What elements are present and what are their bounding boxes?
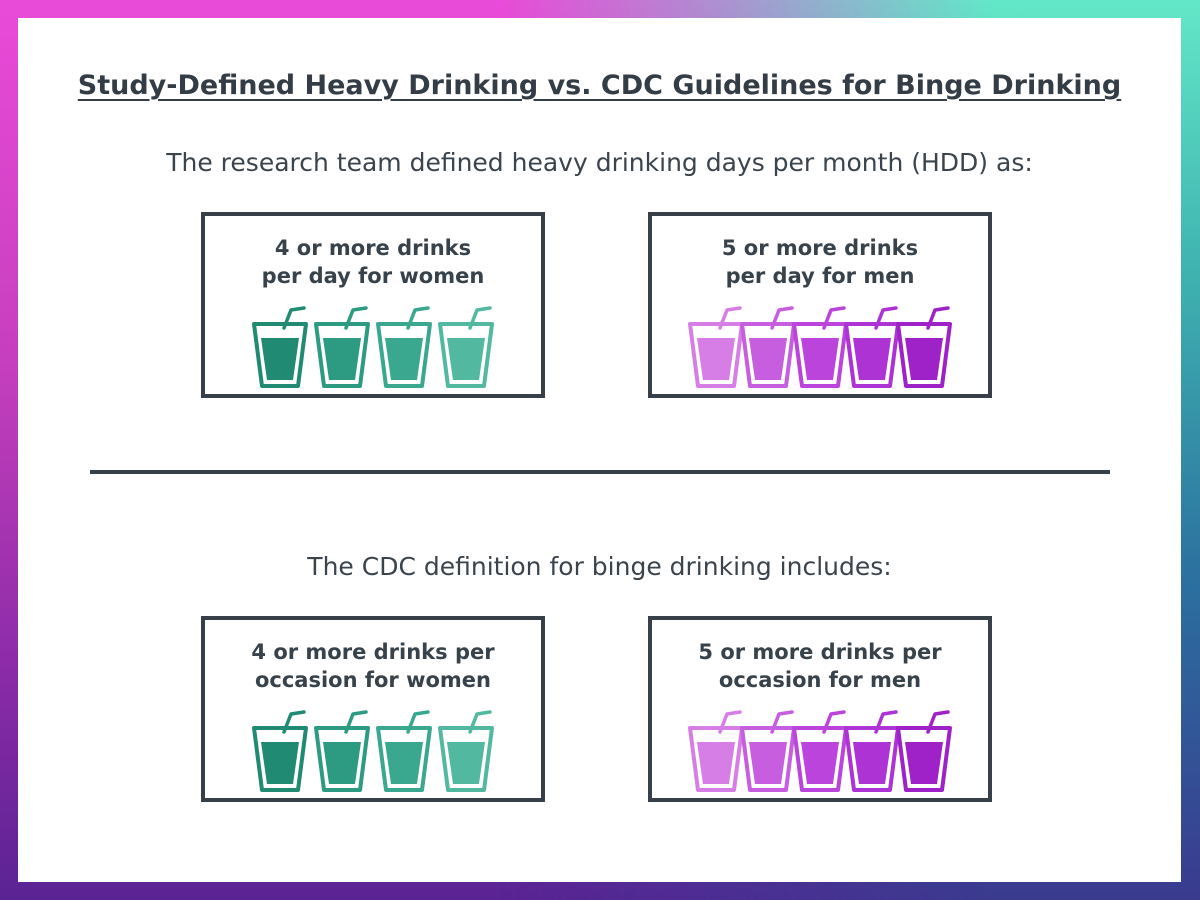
cdc-women-cups xyxy=(248,708,498,798)
hdd-men-label: 5 or more drinks per day for men xyxy=(721,236,919,288)
cup-with-straw-icon xyxy=(792,306,848,388)
cup-with-straw-icon xyxy=(792,710,848,792)
cup-with-straw-icon xyxy=(376,710,432,792)
cup-with-straw-icon xyxy=(896,306,952,388)
cup-with-straw-icon xyxy=(438,710,494,792)
cup-with-straw-icon xyxy=(896,710,952,792)
hdd-men-box: 5 or more drinks per day for men xyxy=(648,212,992,398)
cup-with-straw-icon xyxy=(438,306,494,388)
cdc-men-box: 5 or more drinks per occasion for men xyxy=(648,616,992,802)
hdd-women-label: 4 or more drinks per day for women xyxy=(261,236,485,288)
cup-with-straw-icon xyxy=(688,306,744,388)
cup-with-straw-icon xyxy=(376,306,432,388)
cdc-men-label: 5 or more drinks per occasion for men xyxy=(698,640,942,692)
page-title: Study-Defined Heavy Drinking vs. CDC Gui… xyxy=(77,70,1122,101)
hdd-men-cups xyxy=(684,304,956,394)
cdc-intro-text: The CDC definition for binge drinking in… xyxy=(307,552,892,581)
hdd-women-cups xyxy=(248,304,498,394)
cup-with-straw-icon xyxy=(314,710,370,792)
cup-with-straw-icon xyxy=(252,306,308,388)
cup-with-straw-icon xyxy=(688,710,744,792)
hdd-women-box: 4 or more drinks per day for women xyxy=(201,212,545,398)
infographic-card: Study-Defined Heavy Drinking vs. CDC Gui… xyxy=(18,18,1181,882)
cup-with-straw-icon xyxy=(740,710,796,792)
cup-with-straw-icon xyxy=(740,306,796,388)
cdc-women-box: 4 or more drinks per occasion for women xyxy=(201,616,545,802)
cdc-women-label: 4 or more drinks per occasion for women xyxy=(251,640,495,692)
cup-with-straw-icon xyxy=(314,306,370,388)
cup-with-straw-icon xyxy=(252,710,308,792)
cup-with-straw-icon xyxy=(844,710,900,792)
hdd-intro-text: The research team defined heavy drinking… xyxy=(166,148,1033,177)
cup-with-straw-icon xyxy=(844,306,900,388)
cdc-men-cups xyxy=(684,708,956,798)
section-divider xyxy=(90,470,1110,474)
